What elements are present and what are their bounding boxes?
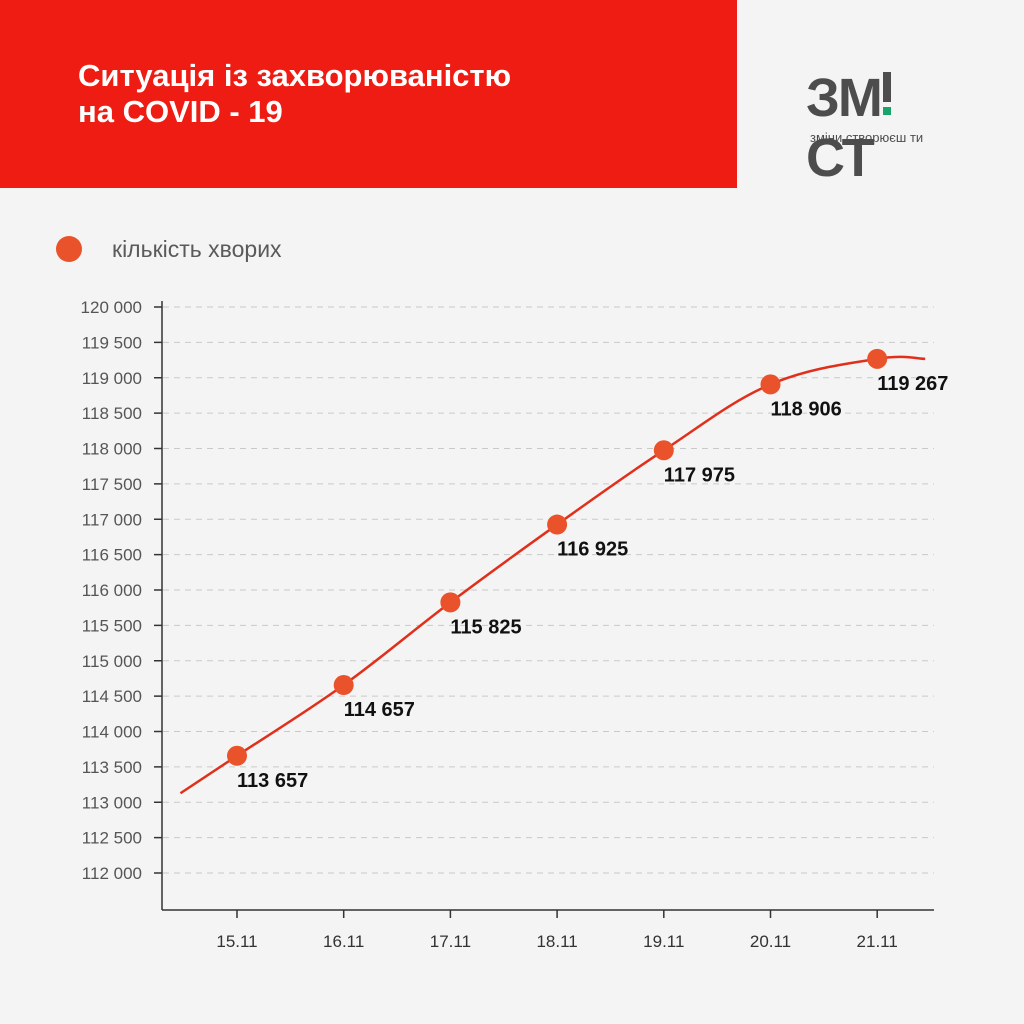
y-tick-label: 115 500 — [82, 616, 142, 635]
y-tick-label: 114 500 — [82, 687, 142, 706]
x-tick-label: 17.11 — [430, 932, 471, 951]
x-tick-label: 20.11 — [750, 932, 791, 951]
y-tick-label: 119 500 — [82, 333, 142, 352]
x-tick-label: 15.11 — [216, 932, 257, 951]
y-tick-label: 113 500 — [82, 758, 142, 777]
y-tick-label: 116 000 — [82, 581, 142, 600]
data-label: 117 975 — [664, 464, 735, 486]
logo-word-left: ЗМ — [806, 68, 883, 128]
data-point — [760, 374, 781, 395]
data-point — [653, 440, 674, 461]
logo-word-right: СТ — [806, 128, 875, 188]
data-point — [547, 514, 568, 535]
y-tick-label: 115 000 — [82, 652, 142, 671]
data-label: 116 925 — [557, 539, 628, 561]
y-tick-label: 112 000 — [82, 864, 142, 883]
header-banner: Ситуація із захворюваністю на COVID - 19 — [0, 0, 737, 188]
data-point — [227, 745, 247, 766]
y-tick-label: 114 000 — [82, 723, 142, 742]
x-tick-label: 21.11 — [857, 932, 898, 951]
y-tick-label: 118 000 — [82, 440, 142, 459]
y-tick-label: 119 000 — [82, 369, 142, 388]
legend-marker — [56, 236, 82, 262]
y-tick-label: 117 500 — [82, 475, 142, 494]
logo-tagline: зміни створюєш ти — [810, 130, 924, 145]
y-tick-label: 112 500 — [82, 829, 142, 848]
logo-wordmark: ЗМ СТ — [806, 68, 956, 188]
chart-legend: кількість хворих — [56, 234, 282, 264]
data-label: 118 906 — [771, 398, 842, 420]
data-label: 113 657 — [237, 770, 308, 792]
x-tick-label: 16.11 — [323, 932, 364, 951]
y-tick-label: 118 500 — [82, 404, 142, 423]
y-tick-label: 116 500 — [82, 546, 142, 565]
data-label: 115 825 — [450, 616, 521, 638]
data-label: 114 657 — [344, 699, 415, 721]
y-tick-label: 117 000 — [82, 510, 142, 529]
y-tick-label: 113 000 — [82, 793, 142, 812]
logo-green-dot — [882, 107, 891, 115]
data-point — [867, 348, 888, 369]
y-tick-label: 120 000 — [81, 298, 142, 317]
series-line — [179, 355, 926, 795]
page-title: Ситуація із захворюваністю на COVID - 19 — [78, 58, 512, 129]
legend-label: кількість хворих — [112, 235, 282, 262]
x-tick-label: 18.11 — [536, 932, 577, 951]
logo-i-glyph — [881, 70, 893, 116]
x-tick-label: 19.11 — [643, 932, 684, 951]
data-label: 119 267 — [877, 373, 948, 395]
data-point — [333, 675, 354, 696]
data-point — [440, 592, 461, 613]
brand-logo: ЗМ СТ зміни створюєш ти — [806, 68, 956, 188]
